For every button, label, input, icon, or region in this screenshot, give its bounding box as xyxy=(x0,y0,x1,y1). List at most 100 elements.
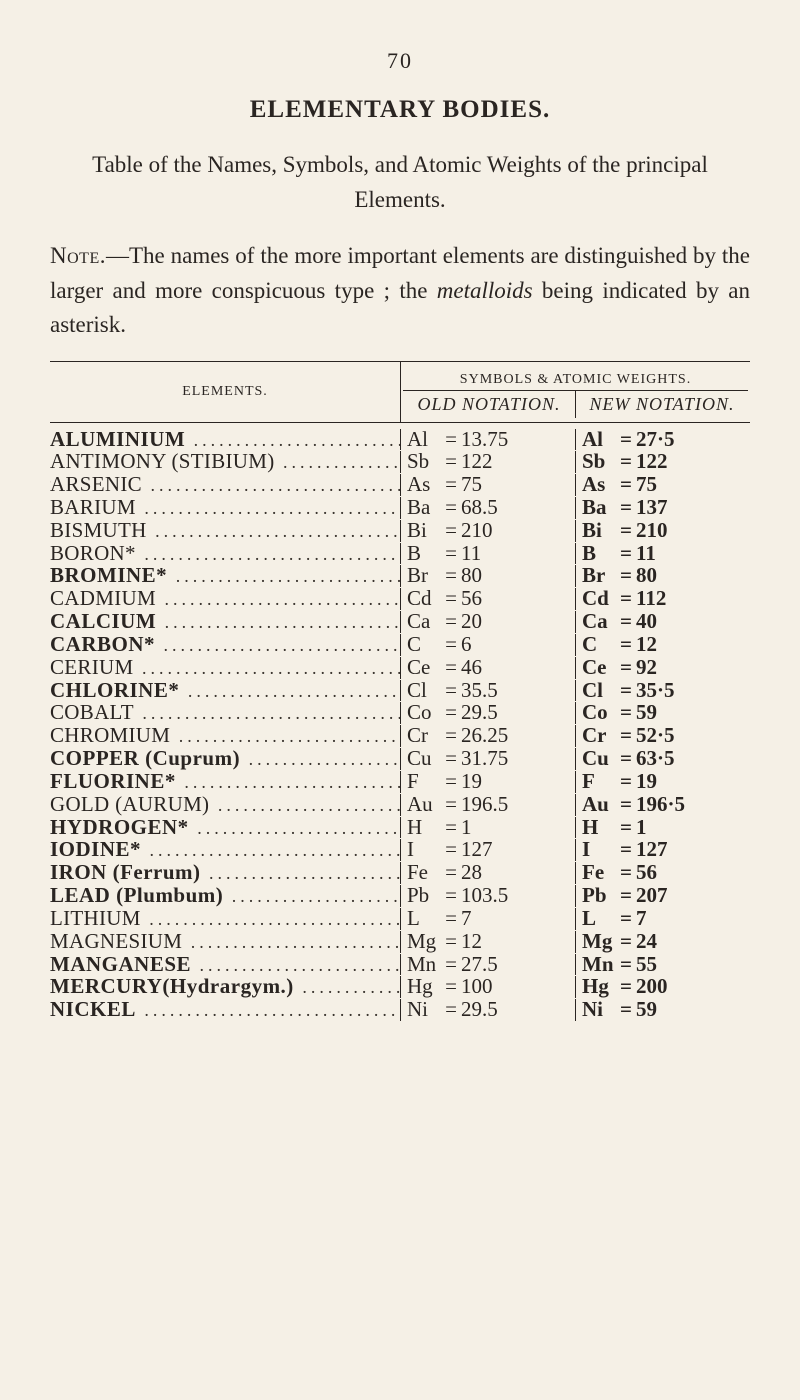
new-symbol: C xyxy=(582,634,616,656)
new-symbol: Co xyxy=(582,702,616,724)
equals-icon: = xyxy=(441,817,461,839)
old-value: 6 xyxy=(461,634,472,656)
new-notation-cell: Cl=35·5 xyxy=(575,680,750,702)
equals-icon: = xyxy=(616,771,636,793)
old-symbol: Au xyxy=(407,794,441,816)
equals-icon: = xyxy=(616,931,636,953)
old-notation-cell: Fe=28 xyxy=(400,862,575,884)
leader-dots xyxy=(141,839,400,861)
new-notation-cell: L=7 xyxy=(575,908,750,930)
equals-icon: = xyxy=(441,931,461,953)
equals-icon: = xyxy=(441,794,461,816)
table-row: BORON*B=11B=11 xyxy=(50,543,750,565)
old-notation-cell: I=127 xyxy=(400,839,575,861)
page-title: ELEMENTARY BODIES. xyxy=(50,96,750,124)
new-symbol: As xyxy=(582,474,616,496)
new-value: 75 xyxy=(636,474,657,496)
table-row: MAGNESIUMMg=12Mg=24 xyxy=(50,931,750,953)
old-symbol: Al xyxy=(407,429,441,451)
table-row: CARBON*C=6C=12 xyxy=(50,634,750,656)
old-symbol: Br xyxy=(407,565,441,587)
leader-dots xyxy=(201,862,400,884)
old-notation-cell: B=11 xyxy=(400,543,575,565)
old-notation-cell: Cd=56 xyxy=(400,588,575,610)
new-notation-cell: Pb=207 xyxy=(575,885,750,907)
element-name-primary: BISMUTH xyxy=(50,520,147,542)
element-name-primary: MANGANESE xyxy=(50,954,191,976)
old-symbol: Fe xyxy=(407,862,441,884)
new-value: 1 xyxy=(636,817,647,839)
leader-dots xyxy=(185,429,400,451)
old-symbol: Ce xyxy=(407,657,441,679)
new-symbol: Ba xyxy=(582,497,616,519)
new-notation-cell: F=19 xyxy=(575,771,750,793)
equals-icon: = xyxy=(441,497,461,519)
new-notation-cell: Ca=40 xyxy=(575,611,750,633)
equals-icon: = xyxy=(616,520,636,542)
equals-icon: = xyxy=(616,657,636,679)
leader-dots xyxy=(134,702,400,724)
table-row: BARIUMBa=68.5Ba=137 xyxy=(50,497,750,519)
leader-dots xyxy=(136,543,400,565)
element-name: MANGANESE xyxy=(50,954,400,976)
equals-icon: = xyxy=(441,862,461,884)
old-notation-cell: F=19 xyxy=(400,771,575,793)
new-symbol: Mn xyxy=(582,954,616,976)
equals-icon: = xyxy=(616,976,636,998)
old-symbol: Ni xyxy=(407,999,441,1021)
header-old-notation: Old Notation. xyxy=(403,391,575,418)
equals-icon: = xyxy=(616,565,636,587)
new-notation-cell: Ni=59 xyxy=(575,999,750,1021)
element-name-primary: CHLORINE* xyxy=(50,680,179,702)
equals-icon: = xyxy=(441,771,461,793)
new-symbol: H xyxy=(582,817,616,839)
new-symbol: Cl xyxy=(582,680,616,702)
element-name-primary: CARBON* xyxy=(50,634,155,656)
old-value: 20 xyxy=(461,611,482,633)
table-body: ALUMINIUMAl=13.75Al=27·5ANTIMONY (STIBIU… xyxy=(50,422,750,1022)
leader-dots xyxy=(136,497,400,519)
equals-icon: = xyxy=(441,451,461,473)
note-prefix: Note. xyxy=(50,243,106,268)
leader-dots xyxy=(170,725,400,747)
element-name-extra: (Cuprum) xyxy=(139,748,240,770)
header-new-notation: New Notation. xyxy=(575,391,748,418)
table-row: ──IODINE*I=127I=127 xyxy=(50,839,750,861)
equals-icon: = xyxy=(441,702,461,724)
new-value: 19 xyxy=(636,771,657,793)
old-value: 29.5 xyxy=(461,702,498,724)
old-notation-cell: Ni=29.5 xyxy=(400,999,575,1021)
old-symbol: C xyxy=(407,634,441,656)
new-value: 137 xyxy=(636,497,668,519)
table-row: COPPER (Cuprum)Cu=31.75Cu=63·5 xyxy=(50,748,750,770)
new-value: 112 xyxy=(636,588,666,610)
old-notation-cell: Co=29.5 xyxy=(400,702,575,724)
old-notation-cell: Mg=12 xyxy=(400,931,575,953)
new-notation-cell: Mg=24 xyxy=(575,931,750,953)
old-notation-cell: Bi=210 xyxy=(400,520,575,542)
table-row: CERIUMCe=46Ce=92 xyxy=(50,657,750,679)
element-name-primary: BARIUM xyxy=(50,497,136,519)
element-name-primary: BORON* xyxy=(50,543,136,565)
equals-icon: = xyxy=(616,497,636,519)
table-row: GOLD (AURUM)Au=196.5Au=196·5 xyxy=(50,794,750,816)
table-row: BISMUTHBi=210Bi=210 xyxy=(50,520,750,542)
new-value: 24 xyxy=(636,931,657,953)
old-notation-cell: Sb=122 xyxy=(400,451,575,473)
element-name-extra: (Plumbum) xyxy=(110,885,223,907)
new-notation-cell: H=1 xyxy=(575,817,750,839)
new-notation-cell: Mn=55 xyxy=(575,954,750,976)
old-value: 210 xyxy=(461,520,493,542)
new-notation-cell: As=75 xyxy=(575,474,750,496)
new-symbol: I xyxy=(582,839,616,861)
old-value: 26.25 xyxy=(461,725,508,747)
element-name-primary: BROMINE* xyxy=(50,565,167,587)
leader-dots xyxy=(147,520,400,542)
old-value: 100 xyxy=(461,976,493,998)
old-value: 127 xyxy=(461,839,493,861)
equals-icon: = xyxy=(616,885,636,907)
table-row: LITHIUML=7L=7 xyxy=(50,908,750,930)
element-name-primary: COPPER xyxy=(50,748,139,770)
table-row: FLUORINE*F=19F=19 xyxy=(50,771,750,793)
old-symbol: Mg xyxy=(407,931,441,953)
